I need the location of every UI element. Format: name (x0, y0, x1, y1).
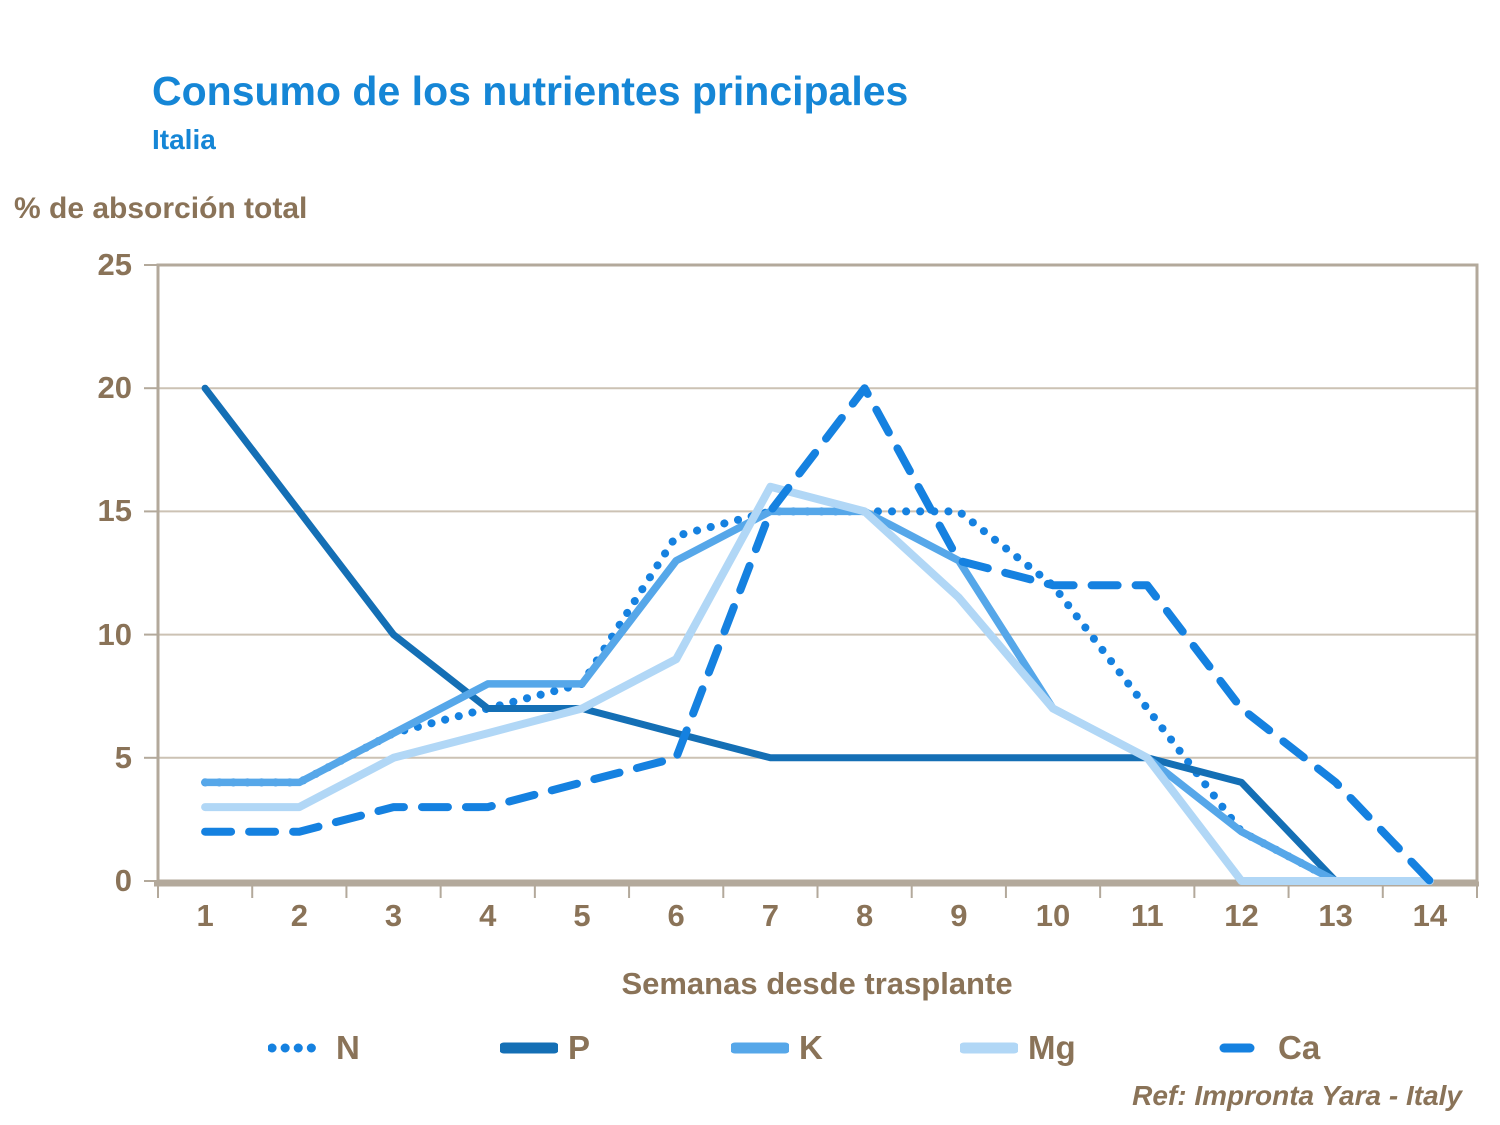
legend-item-p: P (500, 1028, 590, 1068)
page-subtitle: Italia (152, 124, 216, 155)
y-tick-label: 5 (114, 739, 132, 775)
legend-label: Mg (1028, 1029, 1076, 1066)
legend-label: P (568, 1029, 591, 1066)
y-axis-title: % de absorción total (14, 192, 308, 225)
x-tick-label: 4 (479, 898, 497, 933)
series-line-k (201, 507, 1340, 885)
y-tick-label: 0 (114, 863, 132, 898)
legend-swatch-dotted-icon (268, 1043, 326, 1053)
x-tick-label: 7 (761, 898, 780, 933)
legend-swatch-dashed-icon (1219, 1043, 1255, 1053)
y-tick-label: 20 (97, 370, 132, 406)
series-line-ca (201, 384, 1434, 885)
legend-item-n: N (268, 1028, 360, 1068)
x-tick-label: 14 (1412, 898, 1448, 933)
reference-note: Ref: Impronta Yara - Italy (1132, 1080, 1462, 1111)
x-tick-label: 3 (384, 898, 403, 933)
series-line-n (201, 507, 1340, 885)
legend-item-ca: Ca (1210, 1028, 1320, 1068)
legend-label: K (799, 1029, 823, 1066)
legend-item-mg: Mg (960, 1028, 1076, 1068)
x-tick-label: 11 (1130, 898, 1164, 933)
x-tick-label: 8 (855, 898, 874, 933)
legend-item-k: K (731, 1028, 823, 1068)
legend-label: N (336, 1029, 360, 1066)
y-tick-label: 15 (97, 493, 132, 529)
x-tick-label: 12 (1224, 898, 1259, 933)
x-axis-title: Semanas desde trasplante (621, 966, 1013, 1001)
series-line-mg (201, 482, 1434, 885)
x-tick-label: 1 (196, 898, 214, 933)
page-title: Consumo de los nutrientes principales (152, 68, 909, 114)
x-tick-label: 9 (950, 898, 968, 933)
x-tick-label: 10 (1035, 898, 1071, 933)
plot-frame (156, 263, 1479, 883)
x-tick-label: 5 (573, 898, 591, 933)
legend-swatch-solid-icon (960, 1042, 1018, 1054)
y-tick-label: 25 (97, 247, 132, 282)
x-tick-label: 6 (667, 898, 685, 933)
legend-label: Ca (1278, 1029, 1321, 1066)
x-tick-label: 13 (1318, 898, 1353, 933)
legend-swatch-solid-icon (731, 1042, 789, 1054)
legend-swatch-solid-icon (500, 1042, 558, 1054)
y-tick-label: 10 (97, 616, 132, 652)
x-tick-label: 2 (290, 898, 308, 933)
